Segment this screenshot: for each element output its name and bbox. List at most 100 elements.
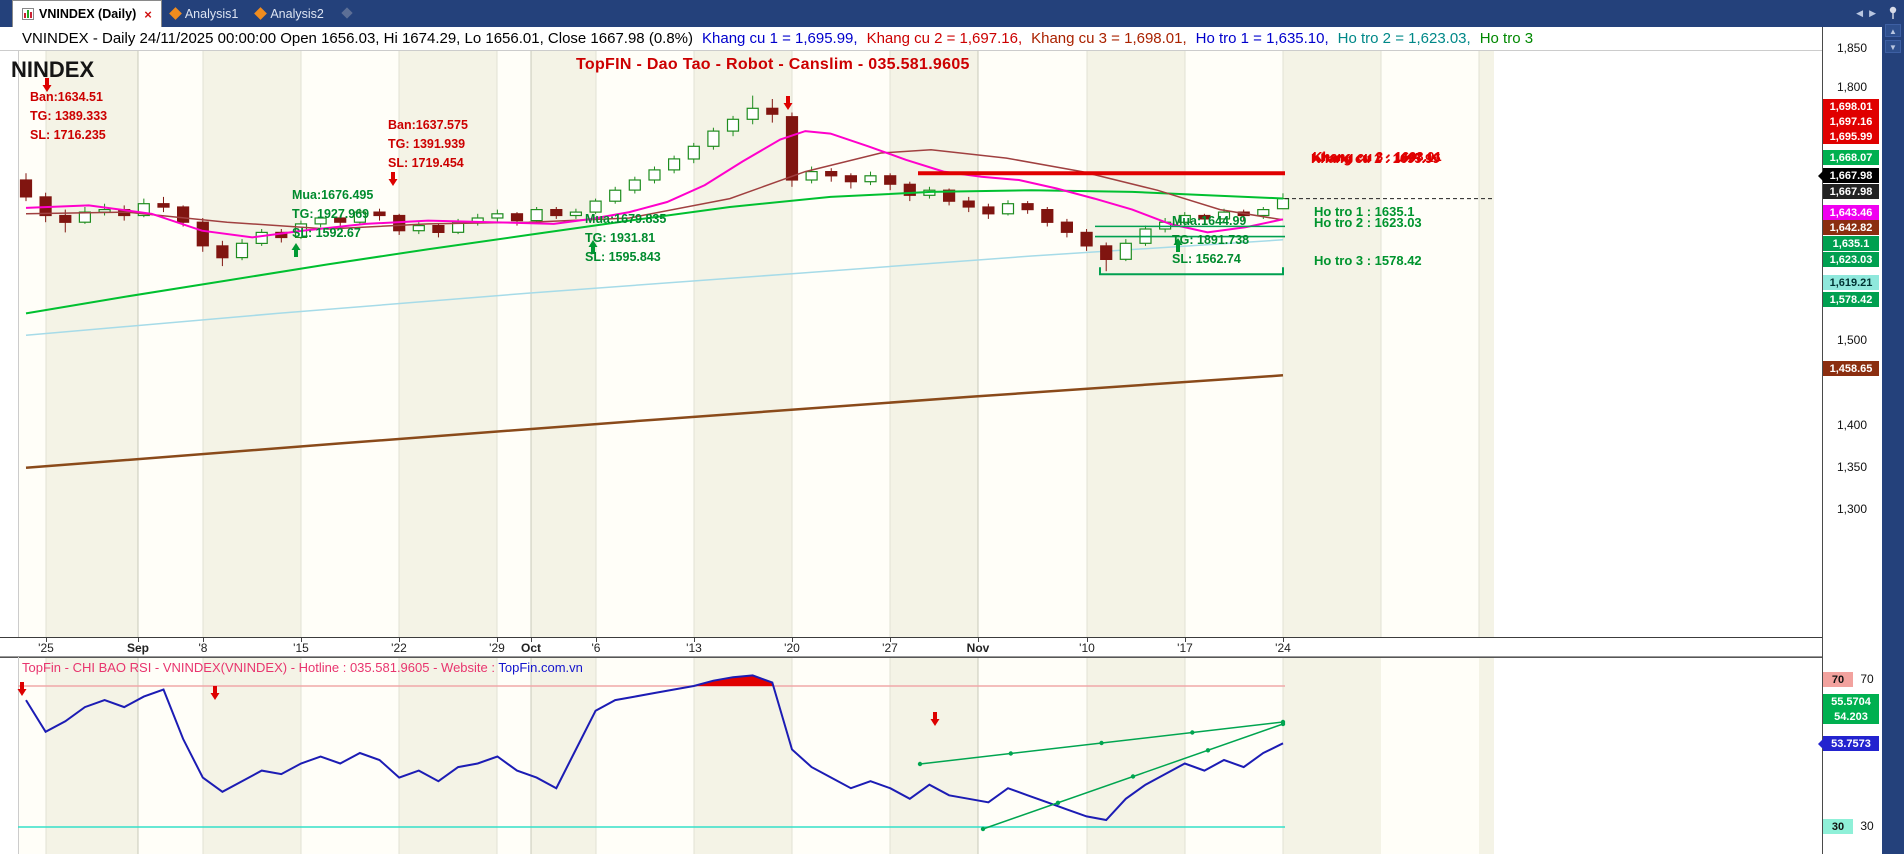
candle-body xyxy=(373,211,386,217)
candle-body xyxy=(609,189,622,202)
candle-body xyxy=(1257,209,1270,217)
ma-mid-maroon xyxy=(25,148,1284,230)
ticker-watermark: NINDEX xyxy=(11,57,95,82)
candle-body xyxy=(353,211,366,223)
scroll-up-button[interactable]: ▲ xyxy=(1885,24,1901,37)
tab-bar: VNINDEX (Daily) × Analysis1 Analysis2 ◀ ▶ xyxy=(0,0,1904,27)
calendar-band xyxy=(301,50,399,637)
candle-body xyxy=(1001,203,1015,215)
candle-body xyxy=(726,118,740,132)
candle-body xyxy=(530,209,543,222)
scroll-down-button[interactable]: ▼ xyxy=(1885,40,1901,53)
trendline-dot xyxy=(980,826,986,832)
rsi-header-segment: TopFin.com.vn xyxy=(498,660,583,675)
new-window-icon[interactable] xyxy=(341,7,353,19)
candle-body xyxy=(550,209,563,217)
x-axis-label: '27 xyxy=(882,641,898,655)
scroll-tabs-left-icon[interactable]: ◀ xyxy=(1856,8,1864,18)
calendar-band xyxy=(694,50,792,637)
tab-label: Analysis1 xyxy=(184,6,239,21)
right-scroll-strip: ▲ ▼ xyxy=(1882,0,1904,854)
candle-body xyxy=(589,200,602,213)
support-bracket[interactable] xyxy=(1099,267,1284,276)
candle-body xyxy=(1276,198,1290,210)
tab-analysis1[interactable]: Analysis1 xyxy=(162,0,248,27)
candle-body xyxy=(844,175,858,183)
candle-body xyxy=(1041,209,1054,223)
trendline-dot xyxy=(917,761,923,767)
x-axis-label: Oct xyxy=(520,641,542,655)
candle-body xyxy=(884,175,897,185)
analysis-icon xyxy=(168,7,182,20)
x-tick xyxy=(694,638,695,642)
rsi-chart-canvas[interactable] xyxy=(0,657,1882,854)
sell-arrow-icon xyxy=(930,712,940,726)
x-axis-label: '24 xyxy=(1275,641,1291,655)
x-axis-label: Nov xyxy=(966,641,990,655)
rsi-line xyxy=(25,674,1284,822)
x-tick xyxy=(1087,638,1088,642)
candle-body xyxy=(314,217,327,225)
candle-body xyxy=(569,211,583,217)
calendar-band xyxy=(694,657,792,854)
calendar-band xyxy=(399,657,497,854)
trendline-dot xyxy=(1205,748,1211,753)
candle-body xyxy=(1100,245,1113,260)
candle-body xyxy=(196,221,209,247)
sell-arrow-icon xyxy=(210,686,220,700)
candle-body xyxy=(667,158,681,171)
buy-arrow-icon xyxy=(1173,238,1183,252)
promo-banner: TopFIN - Dao Tao - Robot - Canslim - 035… xyxy=(576,56,970,73)
calendar-band xyxy=(497,50,531,637)
x-tick xyxy=(46,638,47,642)
candle-body xyxy=(805,171,818,181)
pin-icon[interactable] xyxy=(1886,5,1900,21)
calendar-band xyxy=(1283,50,1381,637)
candle-body xyxy=(962,200,975,208)
calendar-band xyxy=(1185,657,1283,854)
tab-vnindex-daily-[interactable]: VNINDEX (Daily) × xyxy=(12,0,162,27)
candle-body xyxy=(903,183,916,196)
calendar-band xyxy=(1185,50,1283,637)
sell-arrow-icon xyxy=(388,172,398,186)
candle-body xyxy=(216,245,229,259)
buy-arrow-icon xyxy=(588,240,598,254)
trendline-dot xyxy=(1055,800,1061,805)
price-chart-canvas[interactable] xyxy=(0,50,1882,637)
x-axis[interactable]: '25 Sep '8 '15 '22 '29 Oct '6 '13 '20 '27 Nov '10 '17… xyxy=(0,637,1822,657)
calendar-band xyxy=(203,50,301,637)
buy-arrow-icon xyxy=(291,243,301,257)
x-axis-label: '10 xyxy=(1079,641,1095,655)
x-axis-label: '20 xyxy=(784,641,800,655)
x-tick xyxy=(399,638,400,642)
axis-spine xyxy=(1822,27,1823,854)
sell-arrow-icon xyxy=(42,78,52,92)
tab-analysis2[interactable]: Analysis2 xyxy=(247,0,333,27)
trendline-dot xyxy=(1280,721,1286,727)
candle-body xyxy=(1080,231,1093,247)
candle-body xyxy=(746,107,759,120)
candle-body xyxy=(1021,203,1034,211)
x-axis-label: '29 xyxy=(489,641,505,655)
calendar-band xyxy=(1479,50,1494,637)
calendar-band xyxy=(978,50,1087,637)
candle-body xyxy=(255,231,268,244)
candle-body xyxy=(412,225,425,232)
calendar-band xyxy=(18,50,46,637)
x-tick xyxy=(531,638,532,642)
candle-body xyxy=(648,169,661,181)
candle-body xyxy=(707,130,720,147)
candle-body xyxy=(785,116,799,181)
trendline-dot xyxy=(1008,751,1013,756)
candle-body xyxy=(1198,214,1211,220)
scroll-tabs-right-icon[interactable]: ▶ xyxy=(1869,8,1876,18)
rsi-title: TopFin - CHI BAO RSI - VNINDEX(VNINDEX) … xyxy=(22,660,583,675)
x-axis-label: '17 xyxy=(1177,641,1193,655)
calendar-band xyxy=(531,657,596,854)
price-axis[interactable] xyxy=(1822,27,1882,854)
x-tick xyxy=(138,638,139,642)
candle-body xyxy=(432,225,445,234)
close-tab-icon[interactable]: × xyxy=(144,6,152,22)
calendar-band xyxy=(792,657,890,854)
candle-body xyxy=(491,213,504,219)
